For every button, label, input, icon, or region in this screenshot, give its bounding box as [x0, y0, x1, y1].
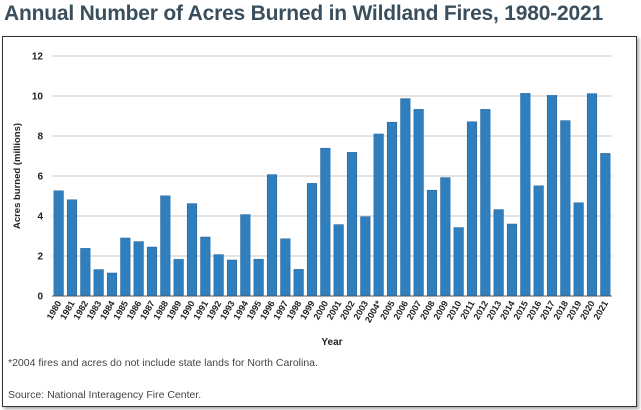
y-tick-label: 10	[32, 92, 44, 103]
bar-2013	[493, 209, 504, 297]
x-tick-label: 2021	[591, 299, 610, 321]
y-tick-labels: 0 2 4 6 8 10 12	[32, 52, 44, 303]
bar-1990	[186, 203, 198, 297]
bar-1993	[226, 259, 238, 297]
y-tick-label: 12	[32, 52, 44, 63]
bar-1980	[53, 190, 64, 297]
y-tick-label: 6	[37, 172, 43, 183]
bars	[53, 93, 611, 297]
bar-1985	[120, 237, 131, 297]
bar-1989	[173, 259, 184, 297]
bar-1992	[213, 254, 224, 297]
bar-2004	[373, 133, 384, 297]
y-axis-label: Acres burned (millions)	[12, 123, 23, 229]
bar-1998	[293, 269, 304, 297]
bar-2011	[466, 121, 478, 297]
bar-1986	[133, 241, 144, 297]
bar-2009	[440, 177, 451, 297]
source-note: Source: National Interagency Fire Center…	[8, 389, 202, 401]
y-tick-label: 2	[37, 252, 43, 263]
bar-2021	[600, 153, 611, 297]
x-axis-label: Year	[321, 337, 342, 348]
bar-2020	[586, 93, 598, 297]
bar-2016	[533, 185, 544, 297]
bar-1991	[200, 236, 211, 297]
bar-1981	[66, 199, 78, 297]
gridlines	[52, 55, 612, 257]
bar-1983	[93, 269, 104, 297]
bar-2001	[333, 224, 344, 297]
bar-1996	[266, 174, 278, 297]
bar-2006	[400, 98, 411, 297]
bar-2003	[360, 216, 371, 297]
x-tick-labels: 1980198119821983198419851986198719881989…	[45, 299, 610, 325]
bar-2012	[480, 109, 491, 297]
bar-1988	[160, 195, 171, 297]
bar-2010	[453, 227, 464, 297]
bar-2000	[320, 147, 331, 297]
bar-1995	[253, 258, 264, 297]
bar-1994	[240, 214, 251, 297]
bar-2017	[546, 95, 558, 297]
bar-1987	[146, 246, 158, 297]
bar-1999	[306, 183, 318, 297]
bar-2007	[413, 109, 424, 297]
y-tick-label: 8	[37, 132, 43, 143]
bar-2014	[506, 223, 518, 297]
bar-1982	[80, 248, 91, 297]
bar-2005	[386, 121, 398, 297]
bar-1997	[280, 238, 291, 297]
bar-2002	[346, 152, 358, 297]
chart-title: Annual Number of Acres Burned in Wildlan…	[4, 2, 603, 25]
bar-2015	[520, 93, 531, 297]
bar-2019	[573, 202, 584, 297]
chart-frame	[2, 36, 637, 407]
bar-2018	[560, 120, 571, 297]
y-tick-label: 4	[37, 212, 43, 223]
y-tick-label: 0	[37, 292, 43, 303]
bar-2008	[426, 189, 438, 297]
bar-1984	[106, 272, 118, 297]
footnote: *2004 fires and acres do not include sta…	[8, 357, 318, 369]
